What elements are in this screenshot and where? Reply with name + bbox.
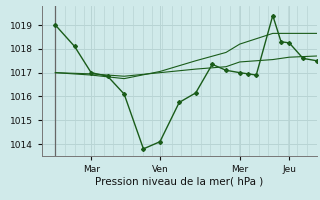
X-axis label: Pression niveau de la mer( hPa ): Pression niveau de la mer( hPa ) <box>95 177 263 187</box>
